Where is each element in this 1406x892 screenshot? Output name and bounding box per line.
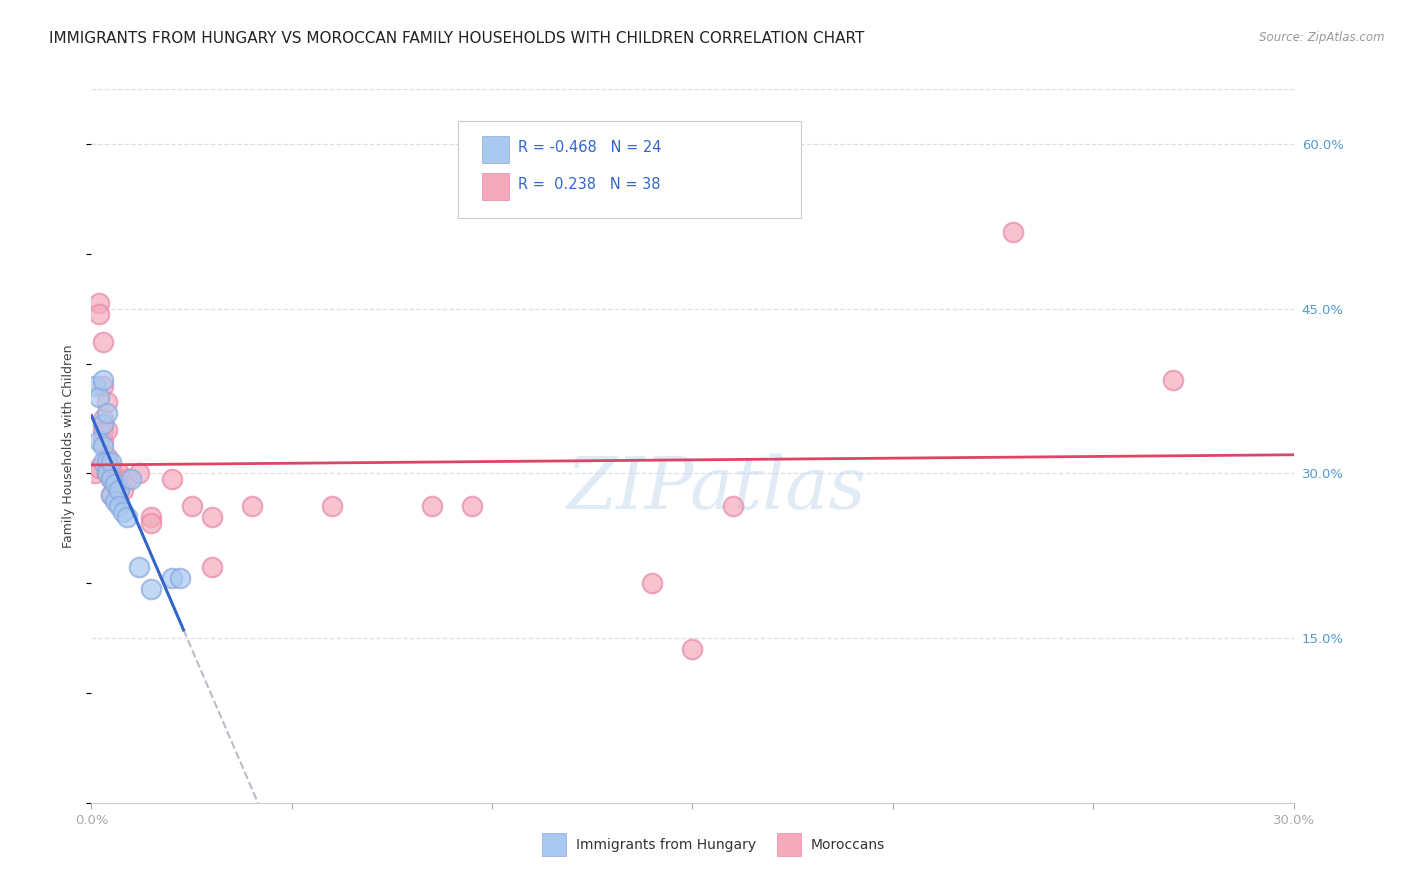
Point [100, 455, 122, 469]
Point [100, 488, 122, 502]
Point [160, 472, 183, 486]
Point [96, 467, 118, 481]
Point [84, 378, 107, 392]
Point [108, 477, 131, 491]
Text: Moroccans: Moroccans [810, 838, 884, 852]
Text: Immigrants from Hungary: Immigrants from Hungary [576, 838, 756, 852]
Point [128, 467, 150, 481]
Point [1001, 225, 1024, 239]
Point [104, 494, 127, 508]
Point [93, 411, 115, 425]
FancyBboxPatch shape [458, 121, 800, 218]
Point [89, 434, 111, 448]
Point [96, 450, 118, 464]
Point [93, 334, 115, 349]
Point [108, 500, 131, 514]
Point [121, 472, 143, 486]
Point [169, 571, 191, 585]
Point [93, 373, 115, 387]
Point [89, 307, 111, 321]
Point [100, 461, 122, 475]
Point [96, 395, 118, 409]
Point [141, 582, 163, 596]
Point [461, 500, 484, 514]
Y-axis label: Family Households with Children: Family Households with Children [62, 344, 76, 548]
Point [641, 576, 664, 591]
Point [84, 467, 107, 481]
Point [93, 378, 115, 392]
Point [1163, 373, 1185, 387]
Point [128, 559, 150, 574]
Bar [482, 136, 509, 162]
Point [112, 483, 135, 497]
Point [89, 390, 111, 404]
Point [160, 571, 183, 585]
Point [112, 505, 135, 519]
Point [96, 455, 118, 469]
Text: ZIPatlas: ZIPatlas [567, 453, 866, 524]
Point [93, 439, 115, 453]
Point [201, 510, 224, 524]
Point [96, 467, 118, 481]
Point [117, 472, 139, 486]
Point [180, 500, 202, 514]
Point [321, 500, 343, 514]
Point [89, 461, 111, 475]
Point [93, 455, 115, 469]
Point [681, 642, 703, 657]
Point [104, 472, 127, 486]
Point [93, 423, 115, 437]
Text: IMMIGRANTS FROM HUNGARY VS MOROCCAN FAMILY HOUSEHOLDS WITH CHILDREN CORRELATION : IMMIGRANTS FROM HUNGARY VS MOROCCAN FAMI… [49, 31, 865, 46]
Point [89, 296, 111, 310]
Bar [482, 173, 509, 200]
Point [141, 516, 163, 530]
Point [721, 500, 744, 514]
Text: Source: ZipAtlas.com: Source: ZipAtlas.com [1260, 31, 1385, 45]
Point [96, 423, 118, 437]
Point [420, 500, 443, 514]
Point [100, 467, 122, 481]
Point [108, 483, 131, 497]
Text: R = -0.468   N = 24: R = -0.468 N = 24 [519, 139, 662, 154]
Bar [543, 833, 567, 856]
Point [117, 510, 139, 524]
Point [141, 510, 163, 524]
Bar [776, 833, 800, 856]
Point [93, 434, 115, 448]
Point [104, 477, 127, 491]
Point [93, 417, 115, 431]
Point [240, 500, 263, 514]
Text: R =  0.238   N = 38: R = 0.238 N = 38 [519, 177, 661, 192]
Point [201, 559, 224, 574]
Point [100, 472, 122, 486]
Point [100, 472, 122, 486]
Point [100, 488, 122, 502]
Point [96, 406, 118, 420]
Point [108, 467, 131, 481]
